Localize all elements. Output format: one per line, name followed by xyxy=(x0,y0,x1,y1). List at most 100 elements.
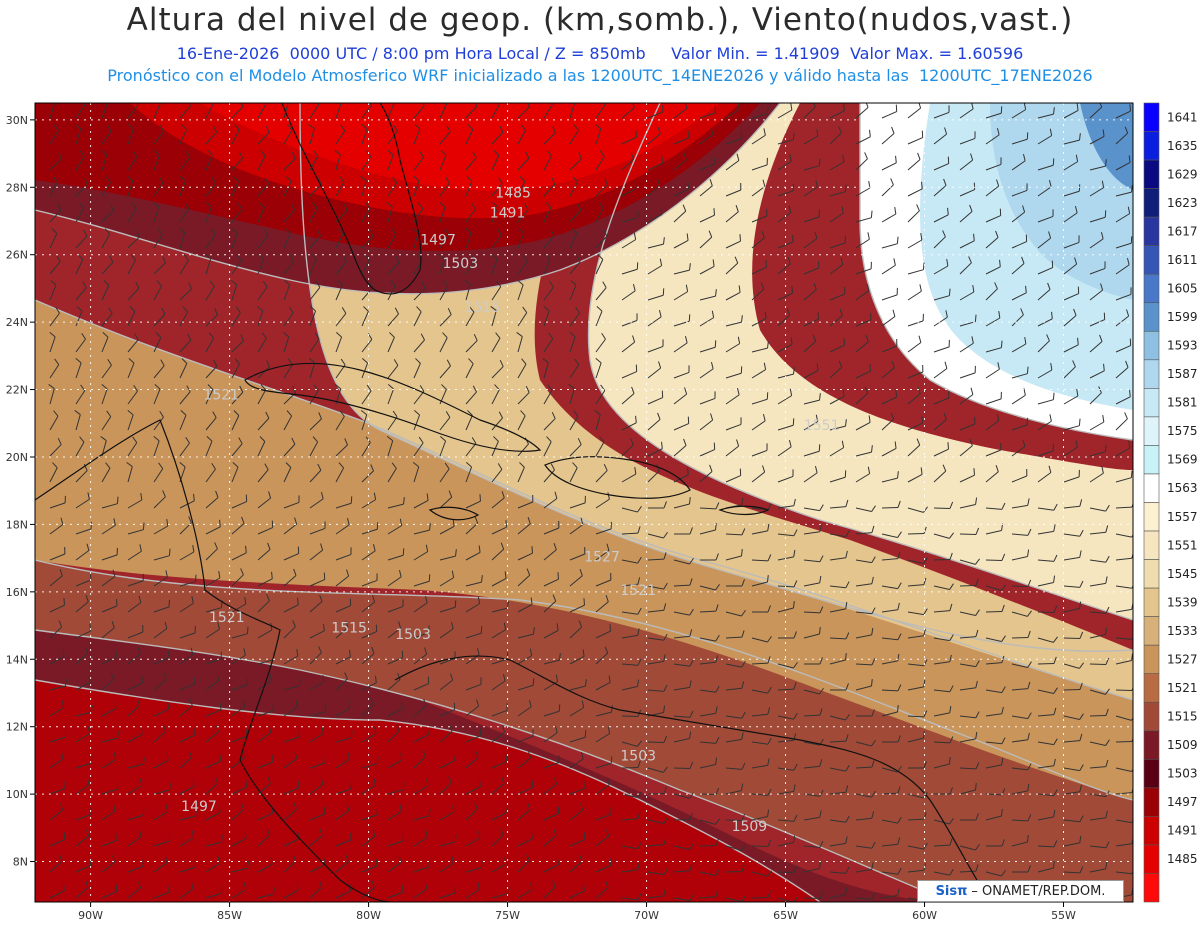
wind-barb xyxy=(283,306,294,327)
wind-barb xyxy=(777,388,793,405)
wind-barb xyxy=(569,124,579,145)
lat-tick-label: 12N xyxy=(6,721,28,734)
wind-barb xyxy=(1011,439,1026,457)
northern-low-1485 xyxy=(200,103,720,191)
wind-barb xyxy=(309,623,325,639)
wind-barb xyxy=(647,361,662,379)
wind-barb xyxy=(855,445,873,457)
wind-barb xyxy=(699,442,716,457)
wind-barb xyxy=(179,436,190,457)
wind-barb xyxy=(387,884,404,899)
legend-swatch xyxy=(1143,188,1160,218)
wind-barb xyxy=(127,676,143,691)
wind-barb xyxy=(75,332,86,353)
wind-barb xyxy=(803,414,819,431)
wind-barb xyxy=(283,358,293,379)
wind-barb xyxy=(309,254,317,275)
wind-barb xyxy=(1037,107,1055,119)
wind-barb xyxy=(153,256,166,275)
wind-barb xyxy=(751,575,769,587)
wind-barb xyxy=(387,833,404,847)
wind-barb xyxy=(127,778,143,795)
wind-barb xyxy=(517,306,528,327)
wind-barb xyxy=(621,364,638,379)
wind-barb xyxy=(153,150,161,171)
legend-label: 1551 xyxy=(1167,538,1198,552)
wind-barb xyxy=(751,523,770,535)
wind-barb xyxy=(725,609,746,617)
wind-barb xyxy=(856,709,875,717)
wind-barb xyxy=(621,679,640,691)
wind-barb xyxy=(283,620,296,639)
wind-barb xyxy=(933,310,948,327)
wind-barb xyxy=(881,633,902,641)
wind-barb xyxy=(803,180,818,197)
wind-barb xyxy=(855,261,872,275)
wind-barb xyxy=(673,659,694,667)
wind-barb xyxy=(881,236,899,249)
wind-barb xyxy=(829,499,849,509)
wind-barb xyxy=(907,608,928,616)
wind-barb xyxy=(647,868,668,876)
wind-barb xyxy=(829,734,849,743)
wind-barb xyxy=(751,362,767,379)
wind-barb xyxy=(1011,814,1032,822)
wind-barb xyxy=(959,204,973,223)
wind-barb xyxy=(413,493,429,509)
wind-barb xyxy=(335,701,351,717)
wind-barb xyxy=(908,761,927,769)
wind-barb xyxy=(1037,605,1058,613)
wind-barb xyxy=(959,387,974,405)
wind-barb xyxy=(439,702,456,717)
wind-barb xyxy=(491,384,500,405)
wind-barb xyxy=(361,230,374,249)
wind-barb xyxy=(1089,210,1107,223)
wind-barb xyxy=(621,607,642,615)
wind-barb xyxy=(309,646,322,665)
wind-barb xyxy=(751,788,772,796)
wind-barb xyxy=(387,359,399,379)
wind-barb xyxy=(621,505,642,513)
wind-barb xyxy=(387,497,405,509)
wind-barb xyxy=(179,333,192,353)
wind-barb xyxy=(153,307,166,327)
wind-barb xyxy=(647,786,667,795)
wind-barb xyxy=(777,439,792,457)
wind-barb xyxy=(907,130,924,145)
wind-barb xyxy=(49,679,67,691)
wind-barb xyxy=(387,462,397,483)
wind-barb xyxy=(1011,528,1032,536)
wind-barb xyxy=(803,606,824,614)
wind-barb xyxy=(75,436,85,457)
wind-barb xyxy=(439,332,448,353)
wind-barb xyxy=(673,103,688,119)
wind-barb xyxy=(491,520,507,535)
wind-barb xyxy=(1011,205,1026,223)
wind-barb xyxy=(1089,606,1110,614)
wind-barb xyxy=(751,311,767,327)
wind-barb xyxy=(257,520,274,535)
wind-barb xyxy=(101,833,118,847)
wind-barb xyxy=(1089,759,1109,769)
wind-barb xyxy=(283,517,298,535)
wind-barb xyxy=(829,286,846,301)
wind-barb xyxy=(283,437,296,457)
wind-barb xyxy=(1115,502,1133,509)
wind-barb xyxy=(647,390,664,405)
wind-barb xyxy=(49,620,63,639)
wind-barb xyxy=(127,384,138,405)
wind-barb xyxy=(283,124,293,145)
wind-barb xyxy=(49,649,65,665)
wind-barb xyxy=(75,675,91,691)
wind-barb xyxy=(179,625,196,639)
wind-barb xyxy=(101,255,114,275)
wind-barb xyxy=(179,254,189,275)
wind-barb xyxy=(543,857,559,873)
wind-barb xyxy=(464,280,471,301)
wind-barb xyxy=(621,130,637,145)
wind-barb xyxy=(75,254,84,275)
legend-swatch xyxy=(1143,245,1160,275)
wind-barb xyxy=(153,384,161,405)
wind-barb xyxy=(491,411,503,431)
wind-barb xyxy=(829,653,847,665)
